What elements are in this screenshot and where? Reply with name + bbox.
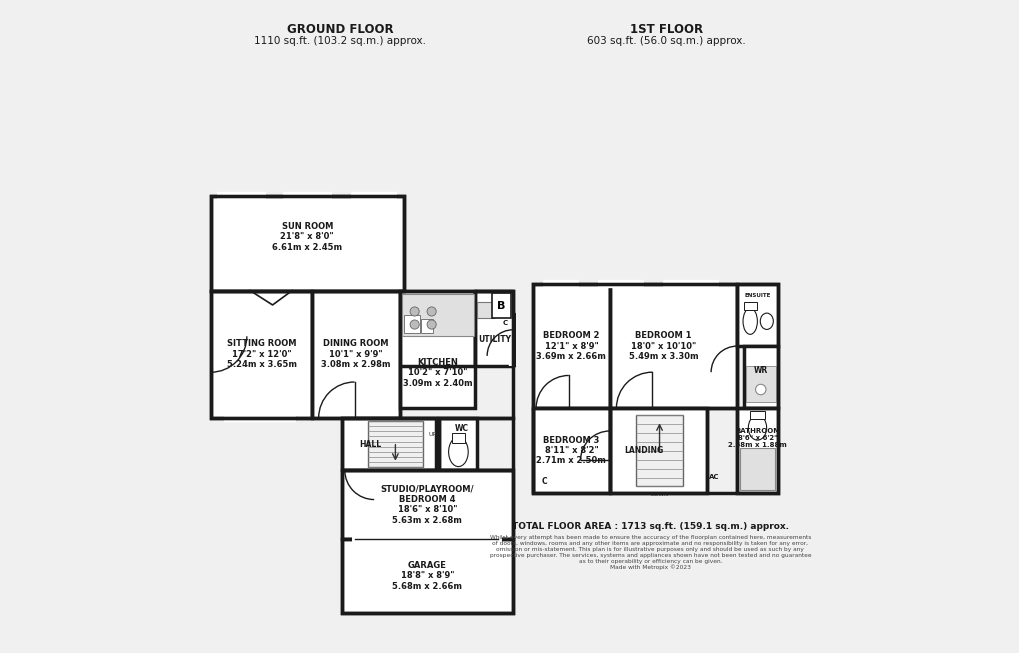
Bar xyxy=(341,418,436,470)
Bar xyxy=(532,408,609,493)
Text: 1110 sq.ft. (103.2 sq.m.) approx.: 1110 sq.ft. (103.2 sq.m.) approx. xyxy=(254,36,426,46)
Bar xyxy=(341,470,513,539)
Bar xyxy=(737,284,776,346)
Ellipse shape xyxy=(748,415,766,440)
Bar xyxy=(211,291,312,418)
Text: KITCHEN
10'2" x 7'10"
3.09m x 2.40m: KITCHEN 10'2" x 7'10" 3.09m x 2.40m xyxy=(403,358,472,388)
Bar xyxy=(211,291,513,418)
Bar xyxy=(475,291,513,366)
Bar xyxy=(211,196,404,291)
Bar xyxy=(401,294,474,336)
Bar xyxy=(451,433,465,443)
Circle shape xyxy=(427,307,436,316)
Bar xyxy=(211,196,404,291)
Bar xyxy=(399,291,475,408)
Bar xyxy=(367,421,423,467)
Bar xyxy=(743,302,756,310)
Ellipse shape xyxy=(448,438,468,466)
Text: DINING ROOM
10'1" x 9'9"
3.08m x 2.98m: DINING ROOM 10'1" x 9'9" 3.08m x 2.98m xyxy=(321,340,390,369)
Text: GARAGE
18'8" x 8'9"
5.68m x 2.66m: GARAGE 18'8" x 8'9" 5.68m x 2.66m xyxy=(392,561,462,590)
Bar xyxy=(341,539,513,613)
Bar xyxy=(749,411,764,419)
Bar xyxy=(609,284,737,408)
Text: ENSUITE: ENSUITE xyxy=(744,293,770,298)
Text: Whilst every attempt has been made to ensure the accuracy of the floorplan conta: Whilst every attempt has been made to en… xyxy=(489,535,810,570)
Text: SUN ROOM
21'8" x 8'0"
6.61m x 2.45m: SUN ROOM 21'8" x 8'0" 6.61m x 2.45m xyxy=(272,222,342,251)
Bar xyxy=(492,293,511,318)
Bar xyxy=(739,448,774,490)
Bar xyxy=(532,284,776,493)
Text: B: B xyxy=(497,300,505,311)
Bar xyxy=(609,408,706,493)
Ellipse shape xyxy=(742,308,757,334)
Circle shape xyxy=(410,320,419,329)
Circle shape xyxy=(410,307,419,316)
Bar xyxy=(341,418,513,613)
Text: BEDROOM 2
12'1" x 8'9"
3.69m x 2.66m: BEDROOM 2 12'1" x 8'9" 3.69m x 2.66m xyxy=(536,331,605,361)
Text: DOWN: DOWN xyxy=(650,492,667,497)
Text: TOTAL FLOOR AREA : 1713 sq.ft. (159.1 sq.m.) approx.: TOTAL FLOOR AREA : 1713 sq.ft. (159.1 sq… xyxy=(512,522,788,532)
Circle shape xyxy=(427,320,436,329)
Text: C: C xyxy=(541,477,547,486)
Bar xyxy=(737,408,776,493)
Text: HALL: HALL xyxy=(359,439,381,449)
Ellipse shape xyxy=(759,313,772,329)
Text: 603 sq.ft. (56.0 sq.m.) approx.: 603 sq.ft. (56.0 sq.m.) approx. xyxy=(587,36,745,46)
Bar xyxy=(312,291,399,418)
Text: UP: UP xyxy=(428,432,436,438)
Text: WC: WC xyxy=(454,424,468,433)
Circle shape xyxy=(755,384,765,394)
Text: SITTING ROOM
17'2" x 12'0"
5.24m x 3.65m: SITTING ROOM 17'2" x 12'0" 5.24m x 3.65m xyxy=(226,340,297,369)
Text: UTILITY: UTILITY xyxy=(477,335,511,344)
Text: STUDIO/PLAYROOM/
BEDROOM 4
18'6" x 8'10"
5.63m x 2.68m: STUDIO/PLAYROOM/ BEDROOM 4 18'6" x 8'10"… xyxy=(380,485,474,524)
Bar xyxy=(439,418,477,470)
Bar xyxy=(477,302,493,318)
Text: AC: AC xyxy=(708,473,719,480)
Bar xyxy=(532,284,609,408)
Bar xyxy=(404,315,420,333)
Text: 1ST FLOOR: 1ST FLOOR xyxy=(630,23,702,36)
Bar xyxy=(421,319,432,333)
Text: C: C xyxy=(502,320,507,326)
Bar xyxy=(636,415,683,486)
Text: GROUND FLOOR: GROUND FLOOR xyxy=(286,23,393,36)
Bar xyxy=(743,346,776,408)
Text: BATHROOM
8'6" x 6'2"
2.58m x 1.88m: BATHROOM 8'6" x 6'2" 2.58m x 1.88m xyxy=(728,428,786,448)
Bar xyxy=(745,366,775,402)
Text: WR: WR xyxy=(753,366,767,375)
Text: BEDROOM 1
18'0" x 10'10"
5.49m x 3.30m: BEDROOM 1 18'0" x 10'10" 5.49m x 3.30m xyxy=(628,331,698,361)
Text: LANDING: LANDING xyxy=(624,446,662,455)
Text: BEDROOM 3
8'11" x 8'2"
2.71m x 2.50m: BEDROOM 3 8'11" x 8'2" 2.71m x 2.50m xyxy=(536,436,605,466)
